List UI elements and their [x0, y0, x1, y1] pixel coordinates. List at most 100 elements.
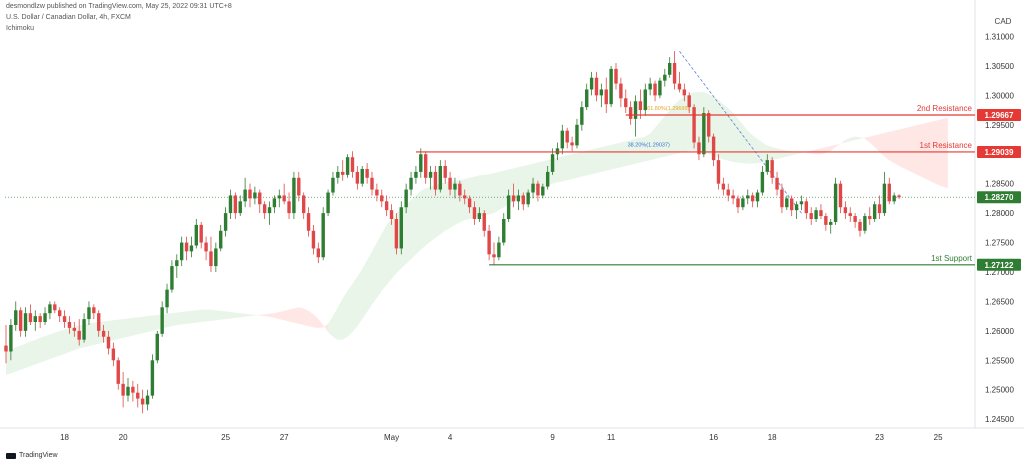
- cloud-segment: [113, 319, 119, 341]
- cloud-segment: [323, 323, 329, 333]
- candle-body: [321, 213, 325, 258]
- candle-body: [843, 207, 848, 214]
- candle-body: [33, 316, 37, 323]
- candle-body: [892, 195, 896, 202]
- candle-body: [824, 216, 828, 225]
- candle-body: [248, 189, 252, 199]
- candle-body: [799, 201, 804, 205]
- fib-annotation: 38.20%(1.29037): [628, 143, 670, 149]
- candle-body: [209, 251, 213, 267]
- candle-body: [848, 213, 852, 217]
- candle-body: [160, 307, 164, 334]
- x-tick-label: 16: [709, 433, 718, 442]
- candle-body: [829, 221, 833, 225]
- x-tick-label: 18: [60, 433, 69, 442]
- cloud-segment: [879, 133, 885, 157]
- y-tick-label: 1.28500: [985, 180, 1014, 189]
- cloud-segment: [918, 123, 924, 178]
- candle-body: [9, 324, 13, 352]
- candle-body: [194, 224, 199, 246]
- cloud-segment: [357, 269, 363, 327]
- cloud-segment: [137, 316, 143, 335]
- fib-annotation: 61.80%(1.29699): [647, 106, 689, 112]
- cloud-segment: [308, 310, 314, 328]
- cloud-segment: [923, 122, 929, 181]
- candle-body: [355, 171, 360, 184]
- cloud-segment: [498, 170, 504, 211]
- candle-body: [267, 207, 272, 214]
- tradingview-logo[interactable]: TradingView: [6, 452, 58, 459]
- level-name-label: 2nd Resistance: [917, 104, 973, 113]
- cloud-segment: [259, 314, 265, 317]
- candle-body: [653, 83, 657, 96]
- candle-body: [136, 392, 140, 399]
- cloud-segment: [293, 307, 299, 324]
- candle-body: [414, 171, 418, 178]
- candle-body: [624, 98, 628, 108]
- x-tick-label: 11: [607, 433, 616, 442]
- cloud-segment: [352, 276, 358, 333]
- cloud-segment: [816, 148, 821, 155]
- candle-body: [526, 192, 530, 205]
- candle-body: [482, 213, 486, 231]
- cloud-segment: [747, 130, 753, 164]
- candle-body: [214, 248, 218, 267]
- candle-body: [897, 195, 901, 198]
- candle-body: [336, 171, 340, 178]
- x-tick-label: May: [384, 433, 399, 442]
- cloud-segment: [723, 104, 729, 161]
- cloud-segment: [576, 151, 582, 178]
- candle-body: [233, 195, 238, 214]
- cloud-segment: [20, 343, 26, 370]
- cloud-segment: [537, 161, 543, 189]
- cloud-segment: [176, 312, 182, 325]
- cloud-segment: [625, 140, 631, 167]
- x-tick-label: 18: [768, 433, 777, 442]
- candle-body: [492, 254, 496, 258]
- candle-body: [477, 213, 482, 219]
- cloud-segment: [298, 307, 304, 325]
- candle-body: [67, 322, 72, 328]
- candle-body: [467, 198, 472, 208]
- y-tick-label: 1.25500: [985, 356, 1014, 365]
- candle-body: [341, 171, 345, 175]
- cloud-segment: [518, 166, 524, 199]
- candle-body: [131, 386, 135, 393]
- candle-body: [663, 74, 667, 81]
- tradingview-mark-icon: [6, 452, 16, 459]
- cloud-segment: [860, 137, 865, 139]
- level-price-label: 1.29039: [985, 148, 1014, 157]
- candle-body: [672, 62, 677, 84]
- level-name-label: 1st Support: [931, 254, 973, 263]
- candle-body: [419, 154, 423, 172]
- x-tick-label: 9: [550, 433, 555, 442]
- candle-body: [775, 177, 779, 190]
- cloud-segment: [781, 149, 787, 158]
- candle-body: [423, 154, 428, 178]
- cloud-segment: [557, 156, 563, 183]
- candle-body: [536, 183, 540, 196]
- cloud-segment: [328, 316, 333, 337]
- candle-body: [199, 224, 203, 243]
- candle-body: [18, 310, 23, 331]
- candle-body: [570, 142, 574, 146]
- candle-body: [228, 195, 233, 214]
- cloud-segment: [337, 298, 343, 340]
- cloud-segment: [606, 144, 612, 171]
- tradingview-logo-text: TradingView: [19, 452, 58, 459]
- y-tick-label: 1.30500: [985, 62, 1014, 71]
- candle-body: [365, 168, 369, 178]
- cloud-segment: [464, 177, 470, 221]
- cloud-segment: [484, 174, 490, 216]
- cloud-segment: [679, 96, 685, 154]
- candle-body: [106, 336, 111, 349]
- cloud-segment: [942, 117, 948, 189]
- cloud-segment: [620, 141, 626, 168]
- cloud-segment: [733, 113, 738, 163]
- candle-body: [746, 195, 750, 199]
- candle-body: [604, 89, 608, 105]
- cloud-segment: [767, 145, 773, 162]
- y-tick-label: 1.27000: [985, 268, 1014, 277]
- cloud-segment: [264, 313, 270, 317]
